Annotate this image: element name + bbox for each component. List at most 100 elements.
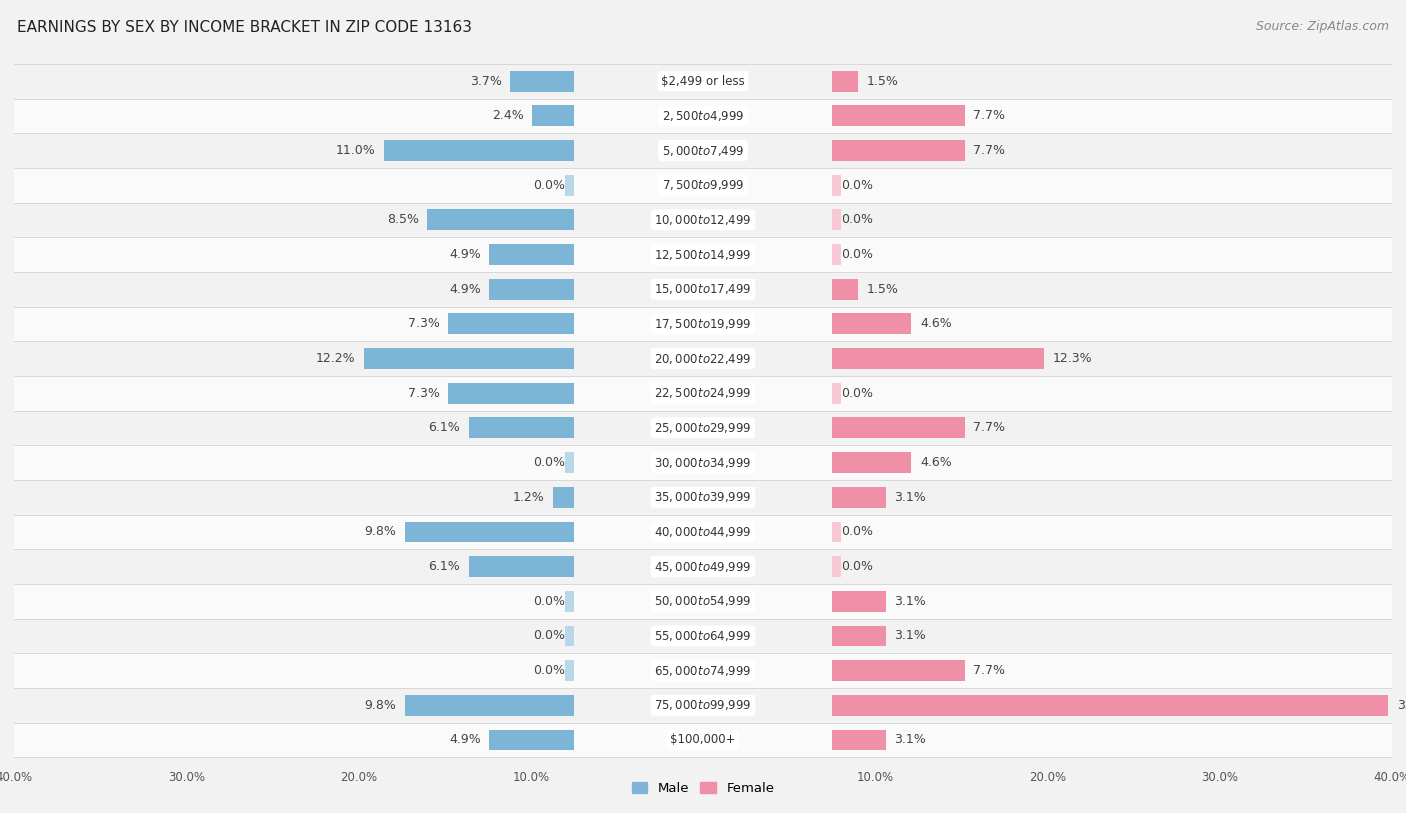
- Bar: [468, 556, 574, 577]
- Text: 7.7%: 7.7%: [973, 144, 1005, 157]
- Text: 32.3%: 32.3%: [1398, 699, 1406, 711]
- Bar: [489, 279, 574, 300]
- Bar: [832, 279, 858, 300]
- Text: 1.5%: 1.5%: [866, 75, 898, 88]
- Bar: [832, 175, 841, 196]
- Bar: [553, 487, 574, 507]
- Text: $30,000 to $34,999: $30,000 to $34,999: [654, 455, 752, 470]
- Bar: [384, 140, 574, 161]
- Text: 1.2%: 1.2%: [513, 491, 544, 504]
- Bar: [832, 660, 965, 681]
- Text: 9.8%: 9.8%: [364, 699, 396, 711]
- Text: 0.0%: 0.0%: [841, 179, 873, 192]
- Bar: [14, 376, 1392, 411]
- Bar: [468, 418, 574, 438]
- Bar: [832, 591, 886, 611]
- Bar: [565, 452, 574, 473]
- Text: 12.2%: 12.2%: [315, 352, 356, 365]
- Legend: Male, Female: Male, Female: [626, 776, 780, 800]
- Bar: [832, 140, 965, 161]
- Bar: [832, 487, 886, 507]
- Bar: [832, 383, 841, 403]
- Text: $5,000 to $7,499: $5,000 to $7,499: [662, 144, 744, 158]
- Text: $50,000 to $54,999: $50,000 to $54,999: [654, 594, 752, 608]
- Bar: [832, 71, 858, 92]
- Bar: [489, 244, 574, 265]
- Bar: [14, 341, 1392, 376]
- Text: $45,000 to $49,999: $45,000 to $49,999: [654, 559, 752, 574]
- Bar: [565, 660, 574, 681]
- Bar: [14, 98, 1392, 133]
- Text: $17,500 to $19,999: $17,500 to $19,999: [654, 317, 752, 331]
- Bar: [14, 237, 1392, 272]
- Text: 4.9%: 4.9%: [449, 283, 481, 296]
- Bar: [14, 202, 1392, 237]
- Text: Source: ZipAtlas.com: Source: ZipAtlas.com: [1256, 20, 1389, 33]
- Bar: [832, 244, 841, 265]
- Bar: [14, 167, 1392, 202]
- Text: 0.0%: 0.0%: [841, 560, 873, 573]
- Text: 0.0%: 0.0%: [841, 387, 873, 400]
- Text: $55,000 to $64,999: $55,000 to $64,999: [654, 629, 752, 643]
- Text: $20,000 to $22,499: $20,000 to $22,499: [654, 351, 752, 366]
- Text: 6.1%: 6.1%: [429, 421, 460, 434]
- Text: 0.0%: 0.0%: [533, 179, 565, 192]
- Text: 4.9%: 4.9%: [449, 733, 481, 746]
- Bar: [510, 71, 574, 92]
- Bar: [14, 411, 1392, 446]
- Text: $22,500 to $24,999: $22,500 to $24,999: [654, 386, 752, 400]
- Text: 6.1%: 6.1%: [429, 560, 460, 573]
- Bar: [14, 64, 1392, 98]
- Bar: [565, 175, 574, 196]
- Bar: [14, 307, 1392, 341]
- Bar: [832, 418, 965, 438]
- Text: 11.0%: 11.0%: [336, 144, 375, 157]
- Text: 0.0%: 0.0%: [841, 248, 873, 261]
- Text: $40,000 to $44,999: $40,000 to $44,999: [654, 525, 752, 539]
- Text: $100,000+: $100,000+: [671, 733, 735, 746]
- Text: 7.3%: 7.3%: [408, 387, 440, 400]
- Bar: [14, 272, 1392, 307]
- Bar: [832, 452, 911, 473]
- Bar: [832, 106, 965, 126]
- Text: $2,499 or less: $2,499 or less: [661, 75, 745, 88]
- Text: 2.4%: 2.4%: [492, 110, 524, 122]
- Text: 7.7%: 7.7%: [973, 421, 1005, 434]
- Text: 8.5%: 8.5%: [387, 213, 419, 226]
- Text: 7.7%: 7.7%: [973, 664, 1005, 677]
- Bar: [14, 515, 1392, 550]
- Text: 3.1%: 3.1%: [894, 629, 927, 642]
- Bar: [14, 480, 1392, 515]
- Text: $35,000 to $39,999: $35,000 to $39,999: [654, 490, 752, 504]
- Text: $25,000 to $29,999: $25,000 to $29,999: [654, 421, 752, 435]
- Bar: [565, 625, 574, 646]
- Text: 0.0%: 0.0%: [533, 629, 565, 642]
- Text: 12.3%: 12.3%: [1053, 352, 1092, 365]
- Text: 4.6%: 4.6%: [920, 317, 952, 330]
- Text: $12,500 to $14,999: $12,500 to $14,999: [654, 247, 752, 262]
- Text: 1.5%: 1.5%: [866, 283, 898, 296]
- Bar: [832, 625, 886, 646]
- Text: $65,000 to $74,999: $65,000 to $74,999: [654, 663, 752, 677]
- Bar: [405, 695, 574, 715]
- Bar: [14, 133, 1392, 167]
- Text: 3.1%: 3.1%: [894, 733, 927, 746]
- Text: $10,000 to $12,499: $10,000 to $12,499: [654, 213, 752, 227]
- Bar: [405, 521, 574, 542]
- Bar: [14, 584, 1392, 619]
- Text: 9.8%: 9.8%: [364, 525, 396, 538]
- Bar: [832, 521, 841, 542]
- Bar: [533, 106, 574, 126]
- Text: 7.7%: 7.7%: [973, 110, 1005, 122]
- Bar: [832, 210, 841, 230]
- Text: $7,500 to $9,999: $7,500 to $9,999: [662, 178, 744, 192]
- Bar: [565, 591, 574, 611]
- Bar: [14, 654, 1392, 688]
- Bar: [832, 695, 1389, 715]
- Bar: [449, 383, 574, 403]
- Text: $2,500 to $4,999: $2,500 to $4,999: [662, 109, 744, 123]
- Text: 0.0%: 0.0%: [533, 664, 565, 677]
- Text: 0.0%: 0.0%: [533, 595, 565, 608]
- Text: 4.9%: 4.9%: [449, 248, 481, 261]
- Text: 7.3%: 7.3%: [408, 317, 440, 330]
